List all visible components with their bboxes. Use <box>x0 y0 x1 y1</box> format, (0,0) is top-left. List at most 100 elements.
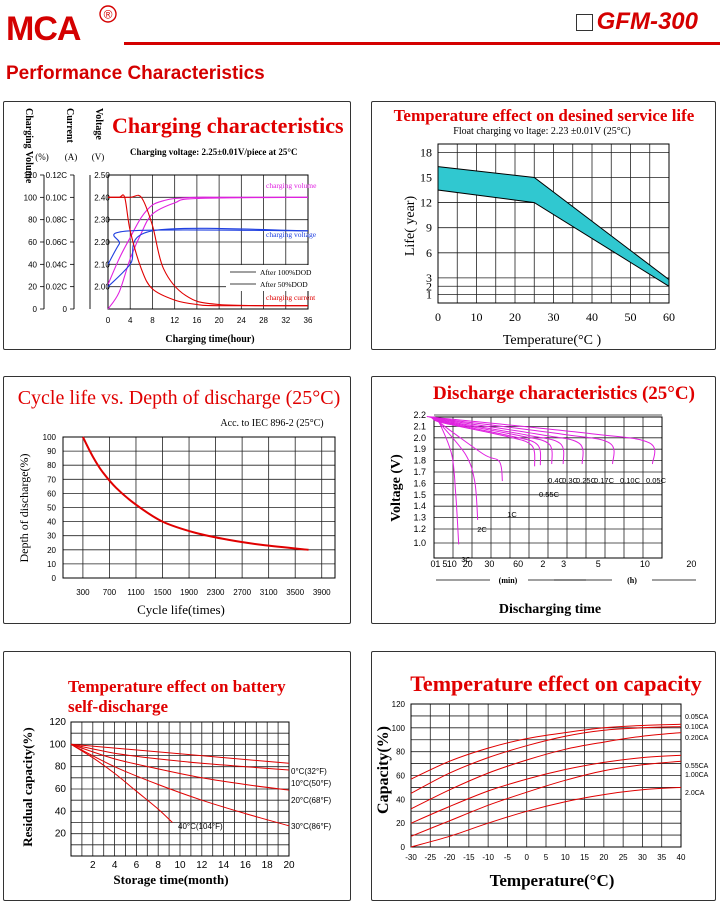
voltage-tick-label: 2.00 <box>94 283 110 292</box>
volume-tick-label: 20 <box>28 283 37 292</box>
plot-frame <box>70 721 290 857</box>
x-tick-label: 10 <box>447 559 457 569</box>
current-tick-label: 0.02C <box>46 283 68 292</box>
x-unit-hour: (h) <box>627 576 637 585</box>
y-tick-label: 1.0 <box>413 538 426 548</box>
y-tick-label: 1.2 <box>413 524 426 534</box>
y-tick-label: 90 <box>47 447 56 456</box>
x-tick-label: 60 <box>513 559 523 569</box>
series-label: 0.05CA <box>685 714 709 721</box>
curve-label: 0.55C <box>539 490 560 499</box>
model-label: GFM-300 <box>575 8 698 36</box>
curve-label: 0.4C <box>548 476 564 485</box>
y-tick-label: 80 <box>55 762 67 773</box>
service-life-chart-panel: Temperature effect on desined service li… <box>371 101 716 350</box>
chart-title: Temperature effect on battery <box>68 677 286 696</box>
y-tick-label: 70 <box>47 475 56 484</box>
model-name: GFM-300 <box>596 8 698 35</box>
y-tick-label: 40 <box>396 795 405 804</box>
y-axis-title: Capacity(%) <box>375 726 392 814</box>
legend-label: After 100%DOD <box>260 268 312 277</box>
y-tick-label: 60 <box>396 772 405 781</box>
cycle-life-curve <box>82 436 309 551</box>
current-series-label: charging current <box>266 293 316 302</box>
self-discharge-line <box>70 743 173 823</box>
x-tick-label: 5 <box>596 559 601 569</box>
discharge-curve <box>426 416 656 465</box>
y-tick-label: 1.9 <box>413 444 426 454</box>
x-tick-label: 2300 <box>207 588 225 597</box>
y-tick-label: 120 <box>49 717 66 728</box>
discharge-chart-panel: 3C 2C 1C 0.55C 0.4C 0.3C 0.25C 0.17C 0.10C 0.05C D… <box>371 376 716 624</box>
y-tick-label: 120 <box>392 700 406 709</box>
voltage-tick-label: 2.40 <box>94 193 110 202</box>
x-tick-label: 36 <box>304 316 313 325</box>
y-tick-label: 1 <box>426 288 432 302</box>
y-tick-label: 1.5 <box>413 490 426 500</box>
voltage-tick-label: 2.30 <box>94 216 110 225</box>
self-discharge-line <box>70 743 290 764</box>
header-divider <box>124 42 720 45</box>
x-tick-label: 15 <box>580 853 589 862</box>
x-tick-label: 40 <box>586 310 598 324</box>
self-discharge-chart-panel: Temperature effect on battery self-discha… <box>3 651 351 901</box>
x-tick-label: 10 <box>640 559 650 569</box>
y-tick-label: 1.4 <box>413 501 426 511</box>
x-tick-label: 30 <box>638 853 647 862</box>
x-axis-title: Storage time(month) <box>113 872 228 887</box>
y-tick-label: 1.6 <box>413 478 426 488</box>
x-tick-label: 8 <box>150 316 155 325</box>
current-tick-label: 0.06C <box>46 238 68 247</box>
y-axis-title: Voltage (V) <box>389 454 404 522</box>
x-tick-label: 1 <box>435 559 440 569</box>
chart-title: Temperature effect on capacity <box>410 671 701 696</box>
charging-series-line <box>107 227 309 288</box>
y-tick-label: 3 <box>426 271 432 285</box>
chart-title-line2: self-discharge <box>68 697 169 716</box>
charging-series-line <box>107 194 309 307</box>
x-tick-label: -20 <box>444 853 456 862</box>
series-label: 0.55CA <box>685 763 709 770</box>
x-tick-label: 14 <box>218 860 230 871</box>
brand-logo: MCA ® <box>4 4 126 48</box>
volume-tick-label: 60 <box>28 238 37 247</box>
cycle-life-chart-panel: Cycle life vs. Depth of discharge (25°C)… <box>3 376 351 624</box>
capacity-line <box>410 726 682 794</box>
y-axis-title: Life( year) <box>403 196 418 257</box>
y-tick-label: 40 <box>55 806 67 817</box>
series-label: 40°C(104°F) <box>178 822 223 831</box>
series-label: 2.0CA <box>685 790 705 797</box>
x-unit-min: (min) <box>499 576 518 585</box>
voltage-tick-label: 2.10 <box>94 260 110 269</box>
capacity-chart: Temperature effect on capacity 0 20 40 60 80 1… <box>375 671 709 890</box>
y-tick-label: 30 <box>47 532 56 541</box>
curve-label: 0.17C <box>594 476 615 485</box>
capacity-line <box>410 732 682 810</box>
service-life-chart: Temperature effect on desined service li… <box>394 106 695 348</box>
chart-subtitle: Charging voltage: 2.25±0.01V/piece at 25… <box>130 147 298 157</box>
charging-series-line <box>107 229 309 265</box>
y-tick-label: 80 <box>47 461 56 470</box>
cycle-life-chart: Cycle life vs. Depth of discharge (25°C)… <box>17 387 340 617</box>
x-tick-label: 4 <box>128 316 133 325</box>
x-tick-label: 10 <box>561 853 570 862</box>
curve-label: 0.25C <box>576 476 597 485</box>
x-tick-label: -10 <box>482 853 494 862</box>
x-tick-label: 20 <box>463 559 473 569</box>
y-tick-label: 100 <box>392 724 406 733</box>
x-tick-label: 3100 <box>260 588 278 597</box>
plot-frame <box>437 143 670 304</box>
y-tick-label: 12 <box>420 196 432 210</box>
plot-frame <box>62 436 336 579</box>
x-tick-label: -15 <box>463 853 475 862</box>
capacity-line <box>410 754 682 824</box>
checkbox-square-icon <box>575 13 593 31</box>
x-tick-label: 20 <box>686 559 696 569</box>
chart-subtitle: Float charging vo ltage: 2.23 ±0.01V (25… <box>453 126 630 137</box>
charging-chart-panel: Charging characteristics Charging voltage… <box>3 101 351 350</box>
chart-title: Charging characteristics <box>112 113 344 138</box>
x-tick-label: 0 <box>435 310 441 324</box>
plot-frame <box>433 416 663 559</box>
x-tick-label: 35 <box>657 853 666 862</box>
